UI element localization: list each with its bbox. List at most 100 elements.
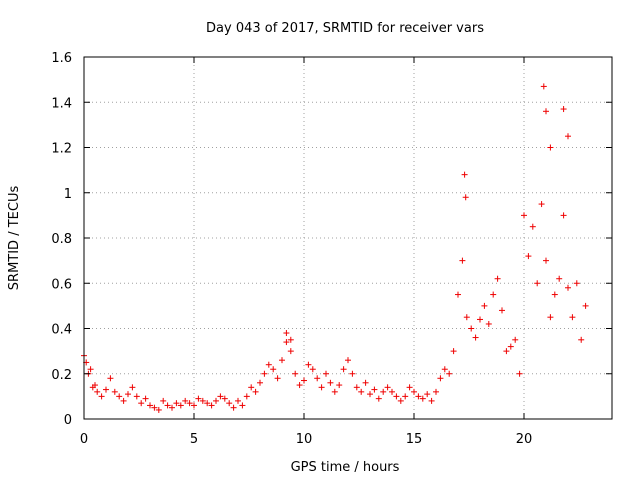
data-point — [120, 397, 127, 404]
grid-layer — [84, 57, 612, 419]
data-point — [521, 212, 527, 219]
x-tick-label: 10 — [296, 432, 313, 447]
data-point — [133, 393, 140, 400]
data-point — [477, 316, 483, 323]
data-point — [525, 253, 532, 260]
data-point — [87, 366, 94, 373]
data-point — [462, 194, 469, 201]
data-point — [261, 370, 268, 377]
data-point — [397, 397, 404, 404]
data-point — [419, 395, 426, 402]
data-point — [499, 307, 505, 314]
data-point — [494, 275, 501, 282]
data-point — [516, 370, 523, 377]
data-point — [274, 375, 281, 382]
data-point — [217, 393, 224, 400]
y-tick-label: 1.4 — [51, 96, 72, 111]
data-point — [441, 366, 448, 373]
data-point — [433, 388, 439, 395]
data-point — [455, 291, 461, 298]
data-point — [459, 257, 466, 264]
data-point — [512, 336, 519, 343]
data-point — [292, 370, 299, 377]
data-point — [345, 357, 351, 364]
data-point — [107, 375, 114, 382]
data-point — [287, 348, 294, 355]
data-point — [257, 379, 263, 386]
data-point — [340, 366, 347, 373]
data-point — [402, 393, 409, 400]
data-point — [573, 280, 580, 287]
data-point — [111, 388, 118, 395]
data-point — [248, 384, 255, 391]
data-point — [235, 397, 241, 404]
data-point — [380, 388, 387, 395]
x-tick-label: 20 — [516, 432, 533, 447]
data-point — [582, 302, 589, 309]
data-point — [353, 384, 360, 391]
y-tick-label: 0.4 — [51, 323, 72, 338]
data-point — [327, 379, 334, 386]
data-point — [151, 404, 158, 411]
data-point — [428, 397, 435, 404]
ticks-layer: 0 5 10 15 20 0 0.2 0.4 0.6 0.8 1 1.2 1.4 1.6 — [51, 51, 612, 447]
data-point — [569, 314, 576, 321]
data-point — [384, 384, 391, 391]
data-point — [283, 339, 290, 346]
data-point — [314, 375, 321, 382]
data-point — [540, 83, 547, 90]
data-point — [485, 320, 492, 327]
data-point — [331, 388, 338, 395]
data-point — [560, 106, 567, 113]
data-point — [450, 348, 457, 355]
data-point — [543, 257, 549, 264]
data-point — [411, 388, 417, 395]
data-point — [538, 201, 545, 208]
data-point — [169, 404, 175, 411]
data-point — [551, 291, 558, 298]
data-point — [94, 388, 101, 395]
data-point — [301, 377, 307, 384]
data-point — [446, 370, 453, 377]
data-point — [367, 391, 373, 398]
y-tick-label: 1.6 — [51, 51, 72, 66]
y-tick-label: 0 — [64, 413, 72, 428]
data-point — [186, 400, 193, 407]
data-point — [129, 384, 136, 391]
data-point — [147, 402, 153, 409]
x-tick-label: 15 — [406, 432, 423, 447]
data-point — [182, 397, 189, 404]
data-point — [490, 291, 497, 298]
points-layer — [81, 83, 589, 413]
data-point — [463, 314, 470, 321]
data-point — [208, 402, 215, 409]
data-point — [358, 388, 365, 395]
data-point — [565, 284, 571, 291]
data-point — [142, 395, 149, 402]
data-point — [98, 393, 105, 400]
data-point — [230, 404, 237, 411]
data-point — [556, 275, 563, 282]
data-point — [243, 393, 250, 400]
x-tick-label: 0 — [80, 432, 88, 447]
data-point — [252, 388, 259, 395]
data-point — [221, 395, 228, 402]
y-tick-label: 1 — [64, 187, 72, 202]
y-tick-label: 0.2 — [51, 368, 72, 383]
data-point — [547, 314, 554, 321]
data-point — [305, 361, 312, 368]
data-point — [318, 384, 325, 391]
data-point — [287, 336, 294, 343]
data-point — [503, 348, 510, 355]
data-point — [375, 395, 382, 402]
y-tick-label: 0.6 — [51, 277, 72, 292]
data-point — [125, 391, 131, 398]
data-point — [543, 108, 549, 115]
data-point — [389, 388, 395, 395]
y-tick-label: 1.2 — [51, 142, 72, 157]
data-point — [424, 391, 431, 398]
data-point — [92, 382, 98, 389]
data-point — [578, 336, 585, 343]
data-point — [239, 402, 246, 409]
